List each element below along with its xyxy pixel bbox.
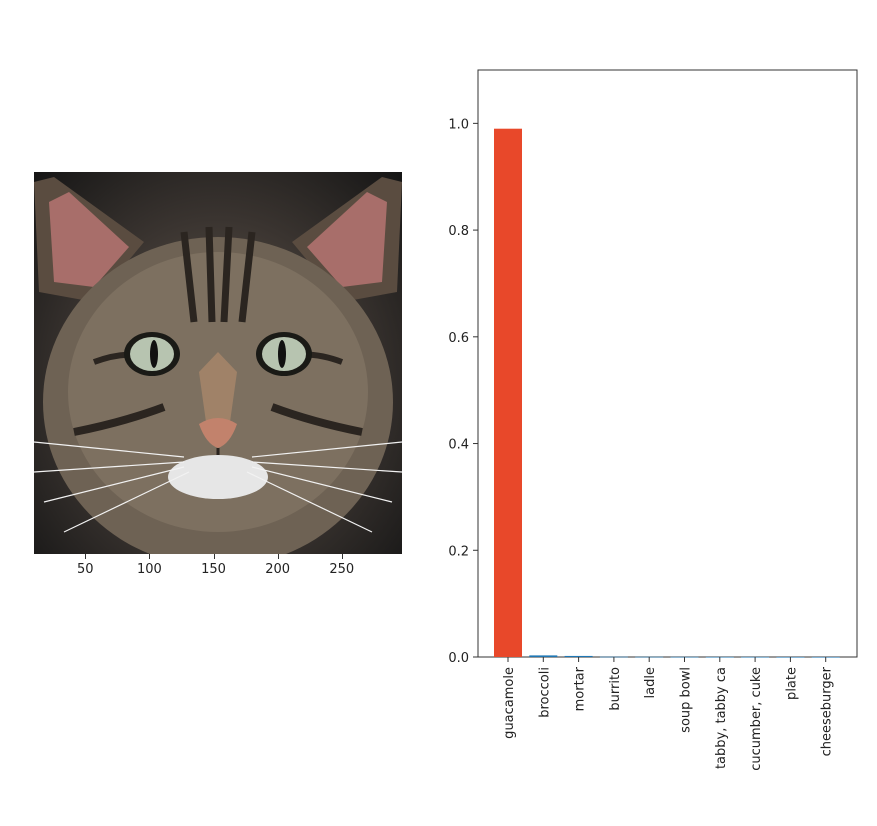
xtick-label: tabby, tabby ca (714, 667, 729, 769)
image-xtick-label: 150 (201, 562, 226, 577)
ytick-label: 0.2 (448, 544, 469, 559)
xtick-label: cucumber, cuke (749, 667, 764, 771)
xtick-label: plate (784, 667, 799, 700)
bar-1 (529, 655, 558, 657)
image-xtick-mark (277, 554, 279, 559)
ytick-label: 0.4 (448, 438, 469, 453)
ytick-label: 1.0 (448, 117, 469, 132)
image-xtick-mark (213, 554, 215, 559)
xtick-label: burrito (608, 667, 623, 711)
image-xtick-mark (85, 554, 87, 559)
image-xtick-label: 50 (77, 562, 94, 577)
y-axis: 0.0 0.2 0.4 0.6 0.8 1.0 (448, 117, 478, 666)
image-xtick-mark (341, 554, 343, 559)
plot-area (477, 69, 858, 658)
image-xtick-label: 250 (329, 562, 355, 577)
image-xtick-label: 200 (265, 562, 291, 577)
image-xtick-mark (149, 554, 151, 559)
xtick-label: soup bowl (679, 667, 694, 733)
x-axis: guacamole broccoli mortar burrito ladle soup … (502, 657, 835, 771)
xtick-label: broccoli (537, 667, 552, 718)
cat-image (34, 172, 402, 554)
xtick-label: ladle (643, 667, 658, 698)
cat-face-illustration (34, 177, 402, 554)
bars (494, 128, 840, 658)
ytick-label: 0.8 (448, 224, 469, 239)
xtick-label: mortar (573, 666, 588, 711)
bar-2 (564, 655, 593, 657)
ytick-label: 0.6 (448, 331, 469, 346)
xtick-label: guacamole (502, 667, 517, 739)
bar-0 (494, 128, 522, 657)
ytick-label: 0.0 (448, 651, 469, 666)
image-xtick-label: 100 (136, 562, 162, 577)
xtick-label: cheeseburger (820, 666, 835, 756)
